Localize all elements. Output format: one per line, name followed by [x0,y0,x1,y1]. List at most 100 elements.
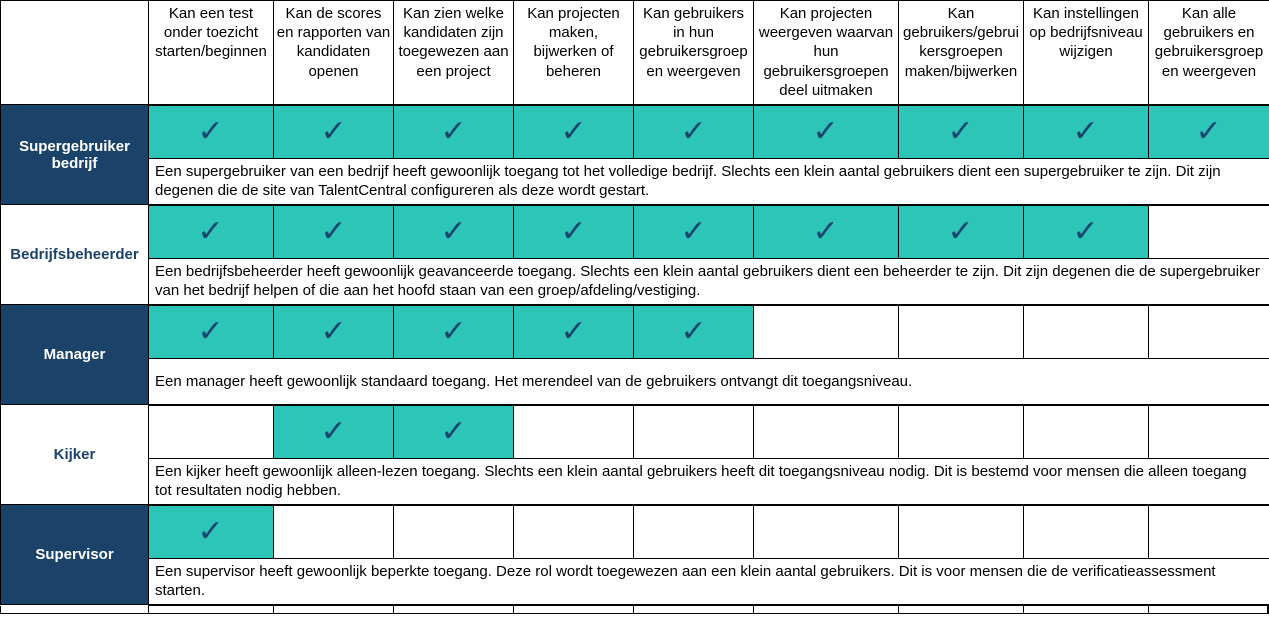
column-header: Kan gebruikers in hun gebruikersgroepen … [633,0,754,105]
check-row: Bedrijfsbeheerder ✓ ✓ ✓ ✓ ✓ ✓ ✓ ✓ [0,203,1269,305]
column-header: Kan alle gebruikers en gebruikersgroepen… [1148,0,1269,105]
permission-cell-empty [753,503,899,559]
permissions-table: Kan een test onder toezicht starten/begi… [0,0,1269,606]
permission-cell-checked: ✓ [148,103,274,159]
permission-cell-empty [1148,303,1269,359]
permission-cell-checked: ✓ [273,303,394,359]
check-row: Supergebruiker bedrijf ✓ ✓ ✓ ✓ ✓ ✓ ✓ ✓ ✓ [0,103,1269,205]
permission-cell-empty [1023,303,1149,359]
permission-cell-checked: ✓ [273,103,394,159]
role-description: Een kijker heeft gewoonlijk alleen-lezen… [148,458,1269,506]
permission-cell-checked: ✓ [1023,203,1149,259]
permission-cell-checked: ✓ [1023,103,1149,159]
checkmark-icon: ✓ [320,214,347,248]
permission-cell-checked: ✓ [513,303,634,359]
permission-cell-checked: ✓ [393,303,514,359]
role-description: Een supervisor heeft gewoonlijk beperkte… [148,558,1269,606]
permission-cell-empty [1148,203,1269,259]
checkmark-icon: ✓ [812,214,840,248]
role-label: Kijker [0,404,149,505]
checkmark-icon: ✓ [947,214,975,248]
permission-cell-checked: ✓ [1148,103,1269,159]
checkmark-icon: ✓ [812,114,840,148]
permission-cell-empty [898,503,1024,559]
description-row: Een kijker heeft gewoonlijk alleen-lezen… [1,458,1269,506]
cutoff-cell [1148,605,1269,614]
column-header: Kan een test onder toezicht starten/begi… [148,0,274,105]
cutoff-cell [273,605,393,614]
role-description: Een bedrijfsbeheerder heeft gewoonlijk g… [148,258,1269,306]
permission-cell-checked: ✓ [633,203,754,259]
checkmark-icon: ✓ [1195,114,1223,148]
checkmark-icon: ✓ [560,214,587,248]
column-header: Kan projecten weergeven waarvan hun gebr… [753,0,899,105]
permission-cell-checked: ✓ [393,403,514,459]
cutoff-cell [513,605,633,614]
description-row: Een manager heeft gewoonlijk standaard t… [1,358,1269,406]
checkmark-icon: ✓ [320,414,347,448]
permission-cell-checked: ✓ [273,403,394,459]
role-description: Een manager heeft gewoonlijk standaard t… [148,358,1269,406]
checkmark-icon: ✓ [197,114,225,148]
cutoff-cell [0,605,148,614]
permission-cell-checked: ✓ [753,203,899,259]
cutoff-cell [1023,605,1148,614]
permission-cell-checked: ✓ [633,103,754,159]
description-row: Een bedrijfsbeheerder heeft gewoonlijk g… [1,258,1269,306]
permission-cell-empty [898,303,1024,359]
permission-cell-empty [148,403,274,459]
permission-cell-checked: ✓ [148,303,274,359]
checkmark-icon: ✓ [440,114,467,148]
checkmark-icon: ✓ [1072,214,1100,248]
column-header: Kan gebruikers/gebruikersgroepen maken/b… [898,0,1024,105]
cutoff-cell [753,605,898,614]
role-description: Een supergebruiker van een bedrijf heeft… [148,158,1269,206]
checkmark-icon: ✓ [560,114,587,148]
checkmark-icon: ✓ [320,114,347,148]
column-header: Kan instellingen op bedrijfsniveau wijzi… [1023,0,1149,105]
cutoff-cell [148,605,273,614]
checkmark-icon: ✓ [947,114,975,148]
checkmark-icon: ✓ [320,314,347,348]
description-row: Een supergebruiker van een bedrijf heeft… [1,158,1269,206]
check-row: Manager ✓ ✓ ✓ ✓ ✓ [0,303,1269,405]
permission-cell-checked: ✓ [393,103,514,159]
permission-cell-empty [1023,503,1149,559]
check-row: Kijker ✓ ✓ [0,403,1269,505]
permission-cell-checked: ✓ [513,103,634,159]
permission-cell-checked: ✓ [898,103,1024,159]
permission-cell-empty [633,503,754,559]
permission-cell-empty [898,403,1024,459]
checkmark-icon: ✓ [680,214,707,248]
permission-cell-empty [753,303,899,359]
column-header: Kan projecten maken, bijwerken of behere… [513,0,634,105]
permission-cell-checked: ✓ [148,503,274,559]
checkmark-icon: ✓ [197,214,225,248]
cutoff-next-row [0,605,1269,614]
checkmark-icon: ✓ [440,214,467,248]
role-label: Supergebruiker bedrijf [0,104,149,205]
checkmark-icon: ✓ [197,314,225,348]
checkmark-icon: ✓ [440,414,467,448]
check-row: Supervisor ✓ [0,503,1269,605]
permission-cell-checked: ✓ [753,103,899,159]
permission-cell-empty [633,403,754,459]
role-label: Manager [0,304,149,405]
permission-cell-empty [1148,503,1269,559]
permission-cell-empty [273,503,394,559]
cutoff-cell [898,605,1023,614]
permission-cell-empty [393,503,514,559]
checkmark-icon: ✓ [560,314,587,348]
permission-cell-empty [513,503,634,559]
checkmark-icon: ✓ [680,314,707,348]
permission-cell-checked: ✓ [513,203,634,259]
checkmark-icon: ✓ [680,114,707,148]
permission-cell-empty [1148,403,1269,459]
checkmark-icon: ✓ [197,514,225,548]
permission-cell-checked: ✓ [393,203,514,259]
permission-cell-empty [1023,403,1149,459]
permission-cell-checked: ✓ [148,203,274,259]
permission-cell-empty [753,403,899,459]
role-label: Bedrijfsbeheerder [0,204,149,305]
